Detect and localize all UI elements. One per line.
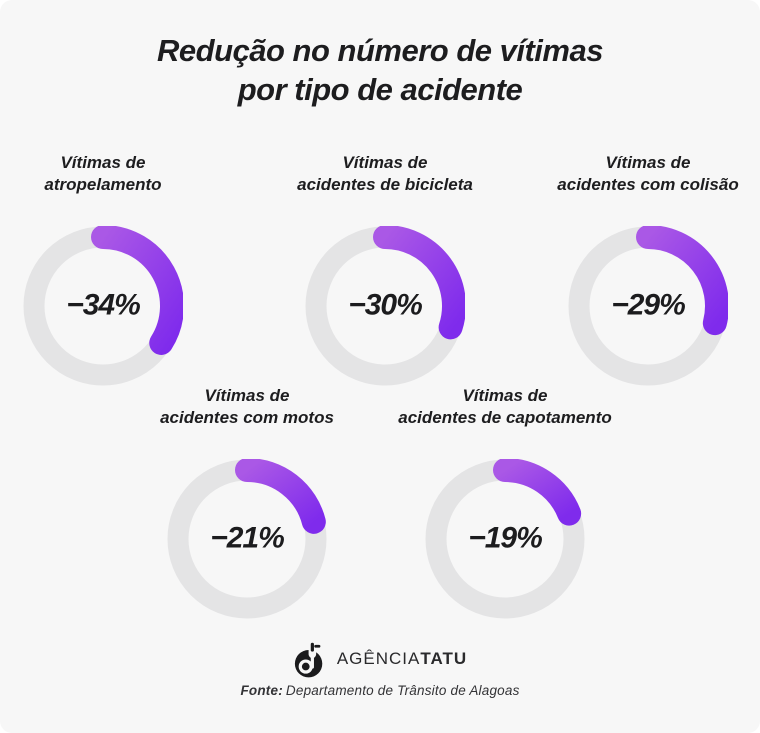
agencia-tatu-logo-text: AGÊNCIATATU	[337, 649, 467, 669]
donut-label-line1: Vítimas de	[462, 386, 548, 405]
donut-card: Vítimas de atropelamento −34%	[0, 152, 223, 386]
source-label: Fonte:	[240, 683, 283, 698]
donut-label: Vítimas de acidentes de capotamento	[385, 385, 625, 433]
donut-label-line2: acidentes de capotamento	[398, 408, 612, 427]
donut-ring	[167, 459, 327, 619]
donut-label-line2: acidentes de bicicleta	[297, 175, 473, 194]
donut-ring	[23, 226, 183, 386]
page-title-line2: por tipo de acidente	[237, 72, 523, 107]
donut-ring	[305, 226, 465, 386]
donut-gauge: −19%	[425, 459, 585, 619]
logo-text-bold: TATU	[420, 649, 468, 668]
donut-card: Vítimas de acidentes de capotamento −19%	[385, 385, 625, 619]
donut-card: Vítimas de acidentes de bicicleta −30%	[265, 152, 505, 386]
donut-label: Vítimas de atropelamento	[0, 152, 223, 200]
donut-gauge: −21%	[167, 459, 327, 619]
source-text: Departamento de Trânsito de Alagoas	[285, 683, 520, 698]
source-line: Fonte: Departamento de Trânsito de Alagoa…	[0, 683, 760, 698]
donut-label: Vítimas de acidentes com colisão	[528, 152, 760, 200]
donut-value: −21%	[210, 521, 285, 555]
footer-logo: AGÊNCIATATU	[0, 636, 760, 682]
donut-value: −29%	[611, 288, 686, 322]
donut-card: Vítimas de acidentes com colisão −29%	[528, 152, 760, 386]
page-title-line1: Redução no número de vítimas	[157, 33, 603, 68]
agencia-tatu-logo-icon	[294, 641, 323, 678]
donut-card: Vítimas de acidentes com motos −21%	[127, 385, 367, 619]
donut-label-line2: atropelamento	[44, 175, 162, 194]
donut-gauge: −34%	[23, 226, 183, 386]
donut-label: Vítimas de acidentes de bicicleta	[265, 152, 505, 200]
donut-label-line1: Vítimas de	[60, 153, 146, 172]
logo-text-regular: AGÊNCIA	[336, 649, 421, 668]
donut-label-line2: acidentes com colisão	[557, 175, 739, 194]
donut-value: −30%	[348, 288, 423, 322]
donut-label-line2: acidentes com motos	[160, 408, 334, 427]
donut-label-line1: Vítimas de	[342, 153, 428, 172]
donut-ring	[425, 459, 585, 619]
page-title: Redução no número de vítimas por tipo de…	[0, 31, 760, 109]
donut-value: −19%	[468, 521, 543, 555]
donut-gauge: −29%	[568, 226, 728, 386]
donut-label-line1: Vítimas de	[605, 153, 691, 172]
donut-label-line1: Vítimas de	[204, 386, 290, 405]
donut-gauge: −30%	[305, 226, 465, 386]
donut-value: −34%	[66, 288, 141, 322]
donut-label: Vítimas de acidentes com motos	[127, 385, 367, 433]
donut-ring	[568, 226, 728, 386]
